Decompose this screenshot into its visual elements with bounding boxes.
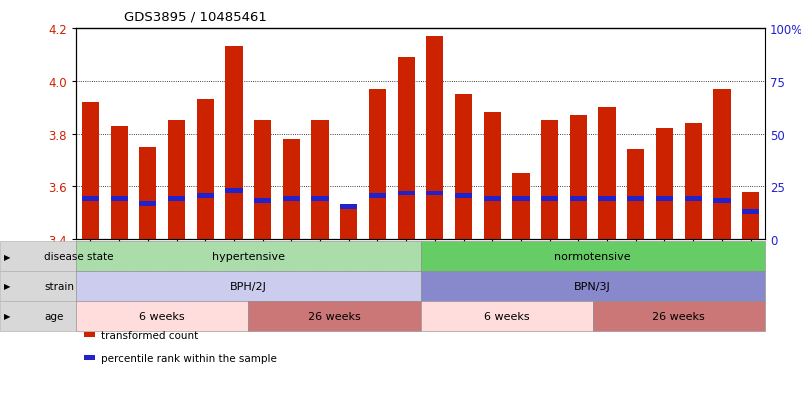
Bar <box>397 191 415 196</box>
Bar <box>570 116 587 240</box>
Bar <box>397 58 415 240</box>
Text: 26 weeks: 26 weeks <box>308 311 360 321</box>
Bar <box>426 191 444 196</box>
Bar <box>426 37 444 240</box>
Bar <box>225 188 243 193</box>
Bar <box>513 174 529 240</box>
Bar <box>656 196 673 201</box>
Bar <box>455 95 472 240</box>
Bar <box>627 150 644 240</box>
Bar <box>168 196 185 201</box>
Bar <box>312 196 328 201</box>
Bar <box>598 108 616 240</box>
Bar <box>139 202 156 206</box>
Bar <box>111 126 127 240</box>
Bar <box>713 90 731 240</box>
Bar <box>627 196 644 201</box>
Text: normotensive: normotensive <box>554 252 631 261</box>
Text: GDS3895 / 10485461: GDS3895 / 10485461 <box>124 10 267 23</box>
Text: ▶: ▶ <box>4 311 10 320</box>
Text: disease state: disease state <box>44 252 114 261</box>
Bar <box>541 196 558 201</box>
Text: 6 weeks: 6 weeks <box>139 311 185 321</box>
Text: age: age <box>44 311 63 321</box>
Bar <box>368 194 386 199</box>
Bar <box>685 124 702 240</box>
Text: percentile rank within the sample: percentile rank within the sample <box>101 353 277 363</box>
Bar <box>196 100 214 240</box>
Bar <box>484 196 501 201</box>
Bar <box>513 196 529 201</box>
Bar <box>484 113 501 240</box>
Bar <box>283 140 300 240</box>
Bar <box>455 194 472 199</box>
Bar <box>742 192 759 240</box>
Bar <box>713 199 731 204</box>
Bar <box>111 196 127 201</box>
Text: 26 weeks: 26 weeks <box>653 311 705 321</box>
Bar <box>742 209 759 214</box>
Text: strain: strain <box>44 281 74 291</box>
Text: 6 weeks: 6 weeks <box>484 311 529 321</box>
Bar <box>570 196 587 201</box>
Bar <box>340 204 357 209</box>
Bar <box>254 121 272 240</box>
Bar <box>283 196 300 201</box>
Bar <box>685 196 702 201</box>
Bar <box>598 196 616 201</box>
Bar <box>368 90 386 240</box>
Bar <box>312 121 328 240</box>
Text: BPN/3J: BPN/3J <box>574 281 611 291</box>
Bar <box>139 147 156 240</box>
Bar <box>196 194 214 199</box>
Text: ▶: ▶ <box>4 282 10 291</box>
Bar <box>82 196 99 201</box>
Bar <box>541 121 558 240</box>
Text: hypertensive: hypertensive <box>211 252 285 261</box>
Text: BPH/2J: BPH/2J <box>230 281 267 291</box>
Bar <box>225 47 243 240</box>
Bar <box>168 121 185 240</box>
Bar <box>82 103 99 240</box>
Bar <box>254 199 272 204</box>
Text: transformed count: transformed count <box>101 330 198 340</box>
Bar <box>340 205 357 240</box>
Bar <box>656 129 673 240</box>
Text: ▶: ▶ <box>4 252 10 261</box>
